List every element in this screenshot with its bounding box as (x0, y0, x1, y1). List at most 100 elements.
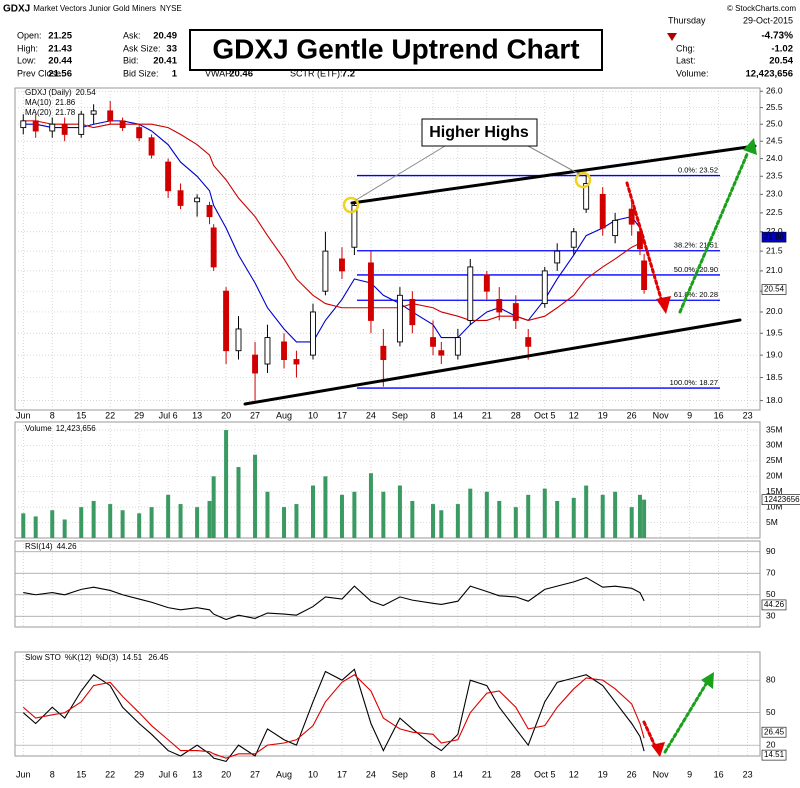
legend-value: 14.51 (122, 653, 143, 662)
volume-bar (642, 499, 647, 538)
volume-bar (584, 485, 589, 538)
candle-body (367, 262, 374, 321)
candle-body (599, 193, 606, 229)
callout-text: Higher Highs (429, 124, 529, 141)
x-tick-label: Nov (653, 410, 670, 420)
y-tick-label: 21.5 (766, 245, 783, 255)
date: 29-Oct-2015 (743, 15, 793, 25)
legend-name: Volume (25, 424, 52, 433)
x-tick-label: Jul 6 (159, 769, 178, 779)
x-tick-label: 16 (714, 769, 724, 779)
volume-bar (282, 507, 287, 538)
quote-label: Ask Size: (123, 43, 161, 53)
candle-body (541, 270, 548, 305)
quote-value: 20.44 (48, 56, 72, 67)
volume-bar (571, 497, 576, 538)
down-triangle (667, 33, 677, 41)
candle-body (119, 120, 126, 129)
last-value-box (761, 726, 787, 738)
volume-bar (207, 500, 212, 538)
x-tick-label: 24 (366, 769, 376, 779)
x-tick-label: 28 (511, 410, 521, 420)
y-tick-label: 35M (766, 424, 783, 434)
y-tick-label: 18.0 (766, 395, 783, 405)
x-tick-label: 21 (482, 769, 492, 779)
volume-bar (468, 488, 473, 538)
candle-body (322, 250, 329, 292)
y-tick-label: 50 (766, 589, 776, 599)
candle-body (483, 274, 490, 292)
candle-body (409, 298, 416, 326)
panel-frame (14, 540, 761, 628)
candle-body (165, 161, 172, 192)
quote-label: Last: (676, 55, 696, 65)
candle-body (293, 359, 300, 365)
x-tick-label: 16 (714, 410, 724, 420)
x-tick-label: 21 (482, 410, 492, 420)
x-tick-label: 8 (431, 410, 436, 420)
volume-bar (108, 504, 113, 538)
legend-value: 21.86 (55, 98, 76, 107)
candle-body (210, 227, 217, 268)
volume-bar (224, 430, 229, 538)
callout-box (421, 118, 538, 147)
candle-body (206, 204, 213, 218)
y-tick-label: 23.0 (766, 189, 783, 199)
quote-value: 20.41 (153, 56, 177, 67)
x-tick-label: 23 (743, 410, 753, 420)
ma-line (23, 120, 645, 343)
candle-body (396, 294, 403, 343)
ma-last-value-box (761, 231, 787, 243)
volume-bar (236, 467, 241, 538)
x-tick-label: 27 (250, 769, 260, 779)
candle-body (194, 197, 201, 203)
volume-bar (211, 476, 216, 538)
candle-body (641, 260, 648, 290)
down-arrow (642, 720, 657, 748)
fib-label: 100.0%: 18.27 (670, 378, 718, 387)
last-value-box (761, 284, 787, 295)
x-tick-label: Jun (16, 769, 31, 779)
x-tick-label: 8 (431, 769, 436, 779)
up-arrow (678, 150, 750, 314)
quote-value: 33 (166, 44, 177, 55)
volume-bar (79, 507, 84, 538)
x-tick-label: Oct 5 (534, 410, 556, 420)
quote-value: -1.02 (771, 44, 793, 55)
quote-value: 21.43 (48, 44, 72, 55)
x-tick-label: 9 (687, 410, 692, 420)
panel-frame (14, 651, 761, 757)
ma-last-value: 21.86 (764, 232, 785, 241)
change-pct: -4.73% (761, 31, 793, 42)
fib-label: 38.2%: 21.51 (674, 241, 718, 250)
last-value: 26.45 (764, 727, 785, 736)
up-arrow-head (743, 138, 757, 155)
quote-value: 21.56 (48, 69, 72, 80)
y-tick-label: 22.0 (766, 226, 783, 236)
quote-value: 20.54 (769, 56, 793, 67)
legend-name: GDXJ (Daily) (25, 88, 72, 97)
credit: © StockCharts.com (727, 4, 796, 13)
volume-bar (62, 519, 67, 538)
legend-value: 20.54 (76, 88, 97, 97)
x-tick-label: Sep (392, 769, 408, 779)
x-tick-label: 24 (366, 410, 376, 420)
volume-bar (629, 507, 634, 538)
volume-bar (637, 494, 642, 538)
volume-bar (368, 473, 373, 538)
volume-bar (50, 510, 55, 538)
indicator-line (23, 576, 645, 621)
volume-bar (33, 516, 38, 538)
x-tick-label: Jul 6 (159, 410, 178, 420)
quote-value: 20.49 (153, 31, 177, 42)
down-arrow-head (656, 296, 671, 314)
quote-value: 7.2 (342, 69, 355, 80)
candle-body (90, 110, 97, 115)
x-tick-label: 9 (687, 769, 692, 779)
volume-bar (410, 500, 415, 538)
y-tick-label: 50 (766, 707, 776, 717)
y-tick-label: 21.0 (766, 265, 783, 275)
y-tick-label: 20 (766, 739, 776, 749)
volume-bar (339, 494, 344, 538)
volume-bar (253, 454, 258, 538)
